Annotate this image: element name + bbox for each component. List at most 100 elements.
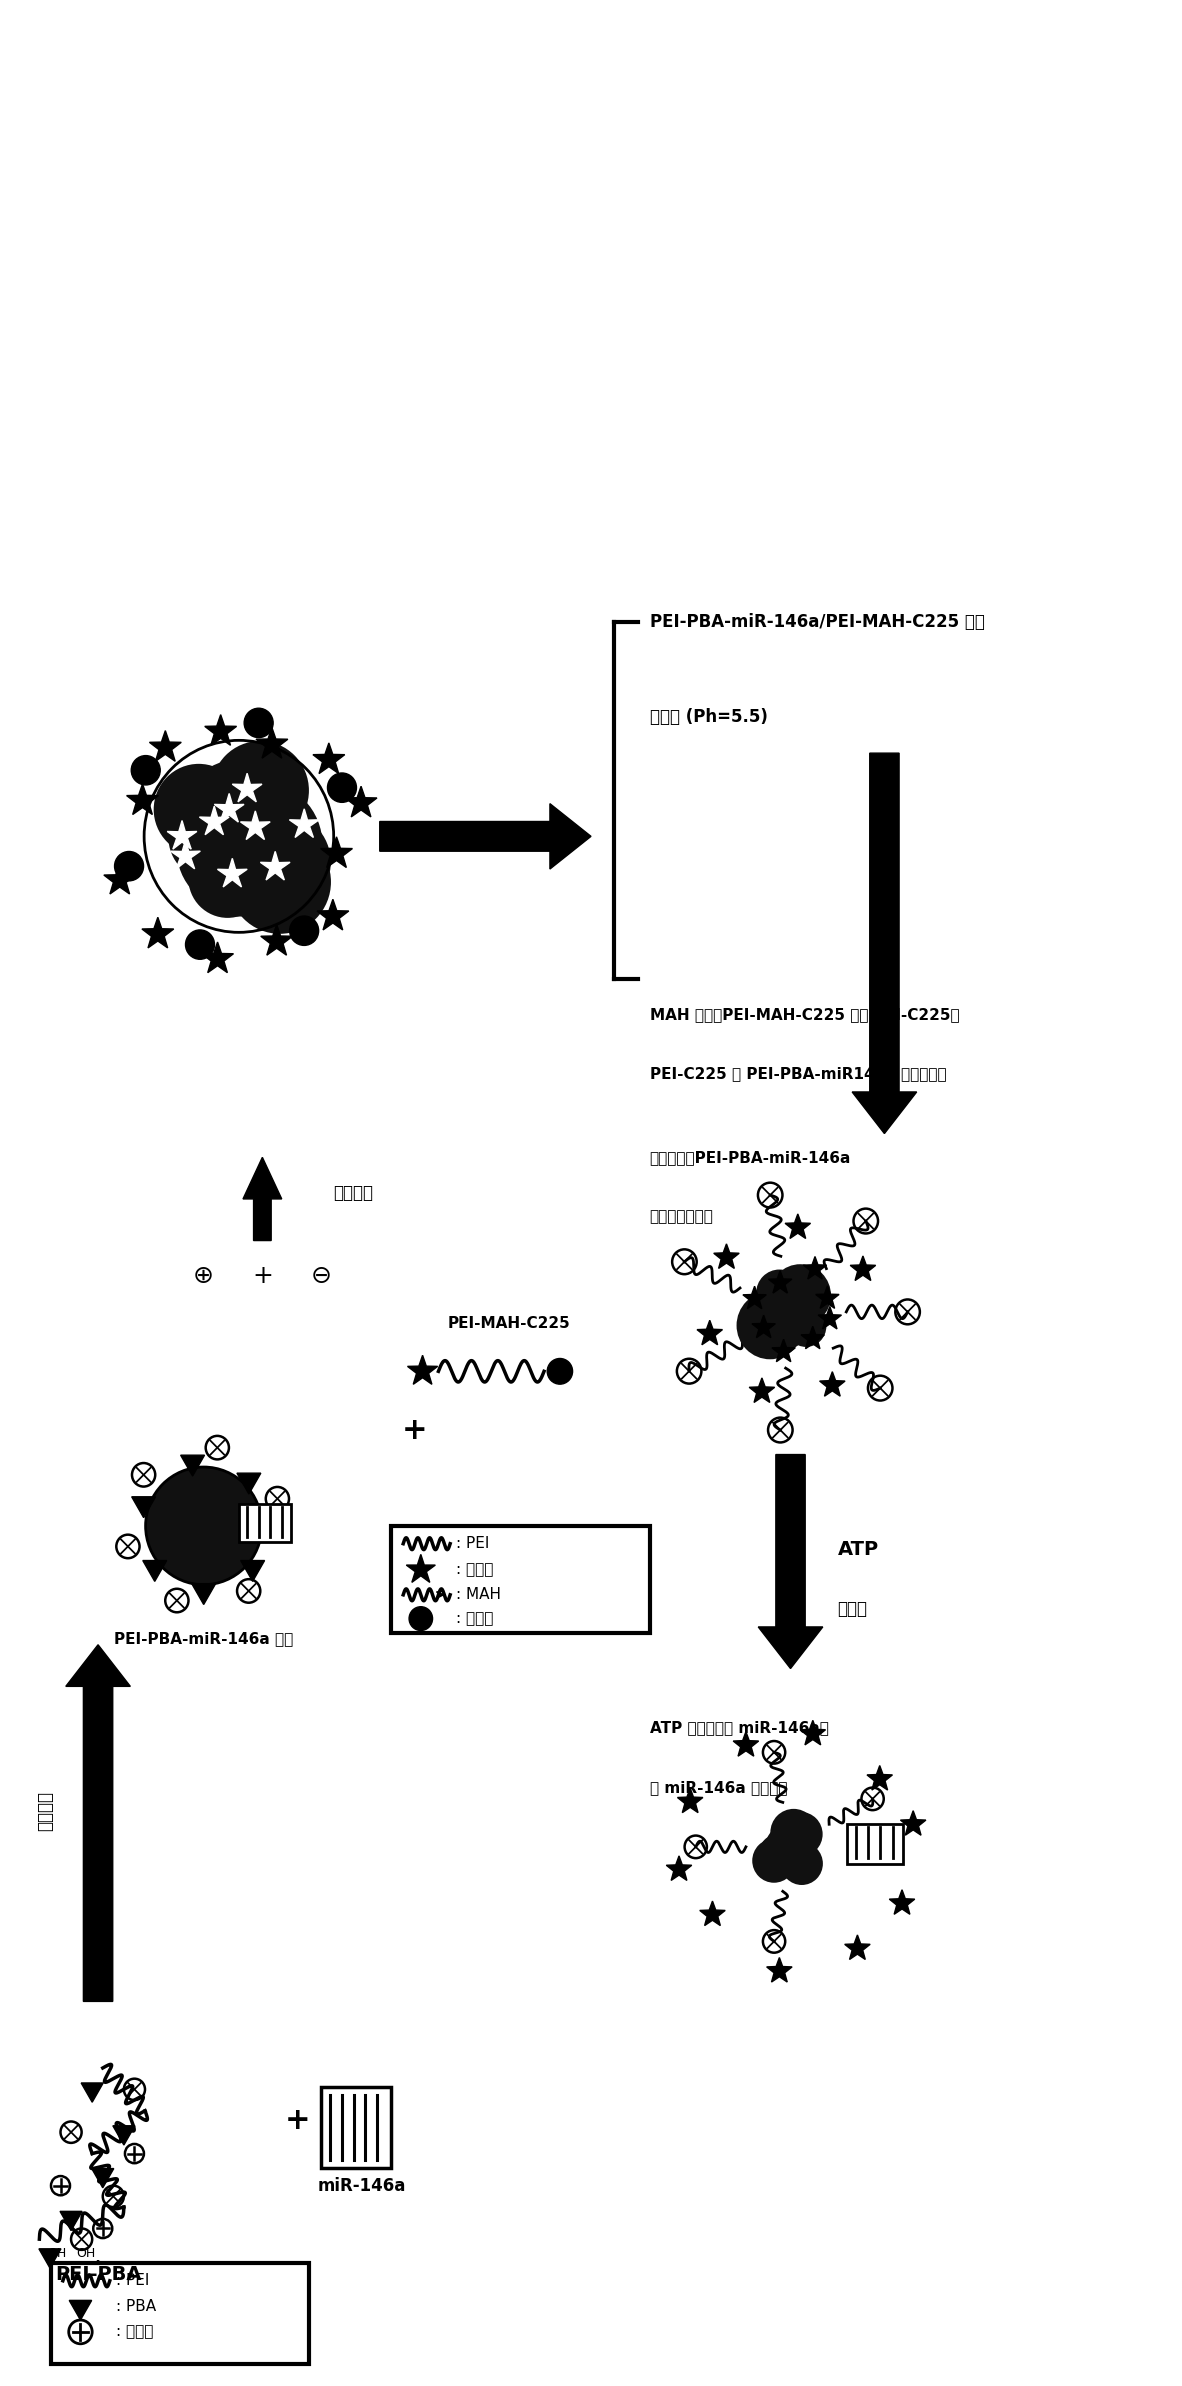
Polygon shape xyxy=(819,1372,845,1396)
Circle shape xyxy=(199,852,262,916)
Circle shape xyxy=(164,768,253,859)
Text: 胶束交联: 胶束交联 xyxy=(37,1792,54,1830)
Text: +: + xyxy=(252,1265,273,1288)
Circle shape xyxy=(736,1291,804,1360)
Polygon shape xyxy=(697,1319,722,1346)
Circle shape xyxy=(766,1825,807,1868)
Text: +: + xyxy=(402,1417,428,1446)
Polygon shape xyxy=(818,1308,842,1329)
Polygon shape xyxy=(70,2300,92,2319)
Circle shape xyxy=(547,1358,572,1384)
Polygon shape xyxy=(749,1379,774,1403)
Text: 电荷反应: 电荷反应 xyxy=(333,1183,372,1203)
Polygon shape xyxy=(92,2169,113,2188)
Circle shape xyxy=(779,1811,823,1856)
Text: : PEI: : PEI xyxy=(116,2274,149,2288)
Polygon shape xyxy=(889,1890,915,1914)
Bar xyxy=(51,2262,310,2365)
Bar xyxy=(391,1527,650,1632)
Bar xyxy=(239,1506,291,1541)
Circle shape xyxy=(188,837,267,919)
Circle shape xyxy=(758,1832,801,1878)
Polygon shape xyxy=(850,1255,876,1281)
Circle shape xyxy=(771,1809,817,1856)
Circle shape xyxy=(208,802,300,895)
Circle shape xyxy=(197,780,323,909)
Polygon shape xyxy=(204,716,236,744)
Text: ATP 竞争性置换 miR-146a，: ATP 竞争性置换 miR-146a， xyxy=(650,1720,829,1735)
Text: OH: OH xyxy=(77,2248,96,2260)
Text: : PEI: : PEI xyxy=(456,1537,489,1551)
Circle shape xyxy=(201,837,278,916)
Polygon shape xyxy=(104,864,136,895)
Polygon shape xyxy=(407,1553,435,1582)
Polygon shape xyxy=(800,1720,825,1744)
Polygon shape xyxy=(200,806,229,835)
Text: PEI-PBA-miR-146a 胶束: PEI-PBA-miR-146a 胶束 xyxy=(115,1632,293,1646)
Polygon shape xyxy=(149,730,181,761)
Circle shape xyxy=(154,764,243,854)
Circle shape xyxy=(290,916,319,945)
Circle shape xyxy=(131,756,161,785)
Text: : 负电荷: : 负电荷 xyxy=(456,1611,493,1627)
Polygon shape xyxy=(320,837,352,869)
Circle shape xyxy=(758,1296,811,1348)
Polygon shape xyxy=(408,1355,437,1384)
Polygon shape xyxy=(126,785,158,814)
Circle shape xyxy=(186,931,214,959)
Polygon shape xyxy=(785,1214,811,1238)
Polygon shape xyxy=(167,821,197,849)
Circle shape xyxy=(229,823,326,921)
Circle shape xyxy=(758,1308,798,1348)
Text: 细胞质: 细胞质 xyxy=(838,1601,868,1618)
Text: miR-146a: miR-146a xyxy=(318,2176,407,2195)
Circle shape xyxy=(233,811,331,911)
Polygon shape xyxy=(256,728,288,759)
Circle shape xyxy=(780,1842,823,1885)
Circle shape xyxy=(761,1300,803,1341)
Polygon shape xyxy=(317,900,349,931)
Polygon shape xyxy=(39,2248,61,2269)
Polygon shape xyxy=(313,742,345,773)
FancyArrow shape xyxy=(243,1157,281,1241)
Polygon shape xyxy=(743,1286,766,1308)
Polygon shape xyxy=(233,773,262,802)
Circle shape xyxy=(204,778,313,890)
Text: OH: OH xyxy=(47,2248,66,2260)
Bar xyxy=(846,1825,903,1863)
Circle shape xyxy=(145,1467,261,1584)
Text: : 正电荷: : 正电荷 xyxy=(116,2324,152,2338)
Text: ATP: ATP xyxy=(838,1539,878,1558)
Text: : 负电荷: : 负电荷 xyxy=(456,1563,493,1577)
Polygon shape xyxy=(804,1257,826,1279)
Polygon shape xyxy=(255,1520,279,1539)
Polygon shape xyxy=(845,1935,870,1959)
Text: 内溶体 (Ph=5.5): 内溶体 (Ph=5.5) xyxy=(650,709,767,725)
Text: : MAH: : MAH xyxy=(456,1587,501,1603)
Polygon shape xyxy=(214,795,243,823)
Circle shape xyxy=(183,775,280,873)
Polygon shape xyxy=(112,2126,135,2145)
Circle shape xyxy=(769,1265,831,1327)
Polygon shape xyxy=(901,1811,926,1835)
Polygon shape xyxy=(677,1787,703,1813)
Text: ⊕: ⊕ xyxy=(193,1265,214,1288)
Circle shape xyxy=(216,773,309,866)
Polygon shape xyxy=(191,1584,215,1603)
Polygon shape xyxy=(667,1856,691,1880)
Polygon shape xyxy=(202,942,234,973)
FancyArrow shape xyxy=(852,754,917,1133)
Polygon shape xyxy=(714,1243,739,1269)
Polygon shape xyxy=(772,1339,795,1362)
Polygon shape xyxy=(801,1327,824,1348)
Text: : PBA: : PBA xyxy=(116,2300,156,2314)
Polygon shape xyxy=(142,916,174,947)
Polygon shape xyxy=(700,1902,726,1926)
Polygon shape xyxy=(752,1315,775,1339)
Polygon shape xyxy=(767,1957,792,1983)
Circle shape xyxy=(232,818,324,909)
Bar xyxy=(322,2088,391,2169)
Circle shape xyxy=(786,1305,826,1348)
Circle shape xyxy=(245,709,273,737)
Circle shape xyxy=(180,759,298,878)
